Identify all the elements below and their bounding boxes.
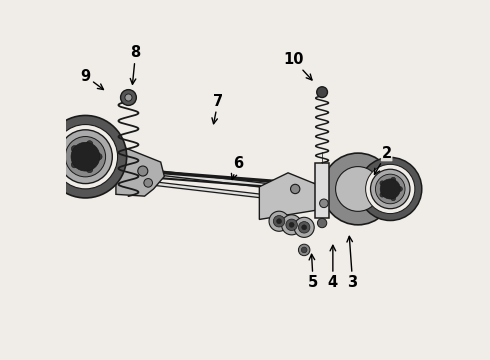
Text: 5: 5 — [308, 254, 318, 290]
Circle shape — [96, 153, 102, 160]
Circle shape — [380, 192, 385, 197]
Circle shape — [298, 222, 310, 233]
Circle shape — [86, 141, 93, 147]
Circle shape — [276, 219, 282, 224]
Text: 8: 8 — [130, 45, 141, 84]
Polygon shape — [315, 163, 329, 218]
Text: 2: 2 — [374, 145, 392, 175]
Circle shape — [336, 167, 380, 211]
Circle shape — [121, 90, 136, 105]
Circle shape — [302, 225, 307, 230]
Circle shape — [72, 161, 78, 168]
Circle shape — [286, 219, 297, 230]
Circle shape — [398, 186, 402, 191]
Circle shape — [86, 166, 93, 173]
Polygon shape — [116, 144, 164, 196]
Circle shape — [72, 145, 78, 152]
Circle shape — [291, 184, 300, 194]
Circle shape — [138, 166, 148, 176]
Circle shape — [391, 196, 395, 201]
Circle shape — [318, 219, 327, 228]
Circle shape — [269, 211, 289, 231]
Circle shape — [380, 181, 385, 185]
Circle shape — [282, 215, 302, 235]
Circle shape — [65, 136, 105, 177]
Circle shape — [317, 87, 327, 98]
Circle shape — [380, 179, 400, 199]
Circle shape — [366, 165, 415, 213]
Circle shape — [273, 216, 285, 227]
Circle shape — [319, 199, 328, 208]
Text: 4: 4 — [328, 245, 338, 290]
Circle shape — [58, 130, 112, 184]
Circle shape — [144, 179, 152, 187]
Text: 3: 3 — [347, 236, 358, 290]
Circle shape — [53, 125, 118, 189]
Circle shape — [322, 153, 394, 225]
Circle shape — [125, 94, 132, 101]
Circle shape — [301, 247, 307, 253]
Circle shape — [298, 244, 310, 256]
Circle shape — [44, 116, 126, 198]
Circle shape — [370, 169, 410, 209]
Circle shape — [375, 174, 405, 204]
Circle shape — [289, 222, 294, 227]
Circle shape — [391, 177, 395, 182]
Text: 7: 7 — [212, 94, 223, 124]
Text: 9: 9 — [80, 68, 103, 90]
Polygon shape — [259, 173, 317, 220]
Text: 10: 10 — [283, 52, 312, 80]
Circle shape — [71, 142, 100, 171]
Circle shape — [294, 217, 314, 237]
Circle shape — [359, 157, 422, 221]
Text: 6: 6 — [231, 156, 243, 180]
